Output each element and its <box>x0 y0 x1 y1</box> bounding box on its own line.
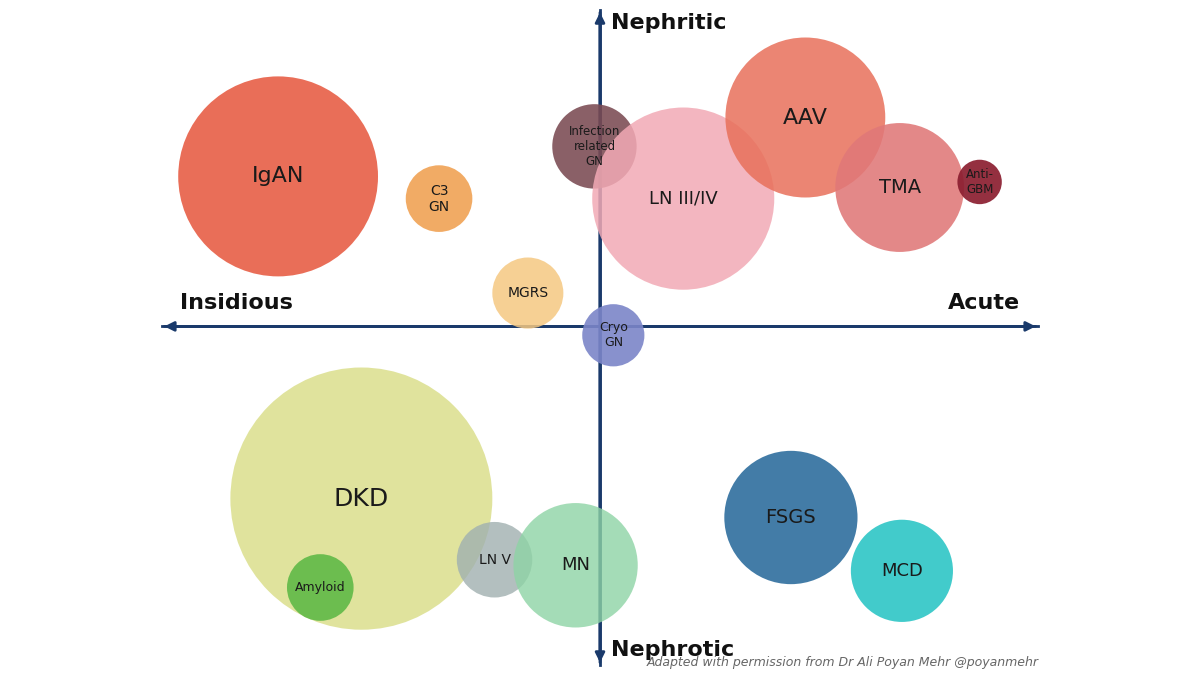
Text: Anti-
GBM: Anti- GBM <box>966 168 994 196</box>
Circle shape <box>457 522 533 597</box>
Text: MGRS: MGRS <box>508 286 548 300</box>
Text: Adapted with permission from Dr Ali Poyan Mehr @poyanmehr: Adapted with permission from Dr Ali Poya… <box>647 655 1038 669</box>
Text: Cryo
GN: Cryo GN <box>599 321 628 349</box>
Circle shape <box>179 76 378 276</box>
Text: Nephrotic: Nephrotic <box>611 640 734 659</box>
Text: IgAN: IgAN <box>252 167 305 186</box>
Circle shape <box>406 165 473 232</box>
Text: DKD: DKD <box>334 487 389 510</box>
Text: MCD: MCD <box>881 562 923 580</box>
Text: Acute: Acute <box>948 293 1020 313</box>
Circle shape <box>552 104 637 188</box>
Text: FSGS: FSGS <box>766 508 816 527</box>
Text: Nephritic: Nephritic <box>611 13 726 33</box>
Text: LN V: LN V <box>479 553 510 567</box>
Circle shape <box>230 367 492 630</box>
Circle shape <box>726 38 886 198</box>
Circle shape <box>514 503 637 628</box>
Circle shape <box>492 257 563 329</box>
Circle shape <box>582 304 644 367</box>
Circle shape <box>851 520 953 622</box>
Text: TMA: TMA <box>878 178 920 197</box>
Text: AAV: AAV <box>782 107 828 128</box>
Text: LN III/IV: LN III/IV <box>649 190 718 208</box>
Circle shape <box>958 160 1002 204</box>
Circle shape <box>287 554 354 621</box>
Text: Insidious: Insidious <box>180 293 293 313</box>
Text: Infection
related
GN: Infection related GN <box>569 125 620 168</box>
Text: MN: MN <box>562 556 590 574</box>
Circle shape <box>593 107 774 290</box>
Text: C3
GN: C3 GN <box>428 184 450 214</box>
Circle shape <box>835 123 964 252</box>
Circle shape <box>725 451 858 584</box>
Text: Amyloid: Amyloid <box>295 581 346 594</box>
